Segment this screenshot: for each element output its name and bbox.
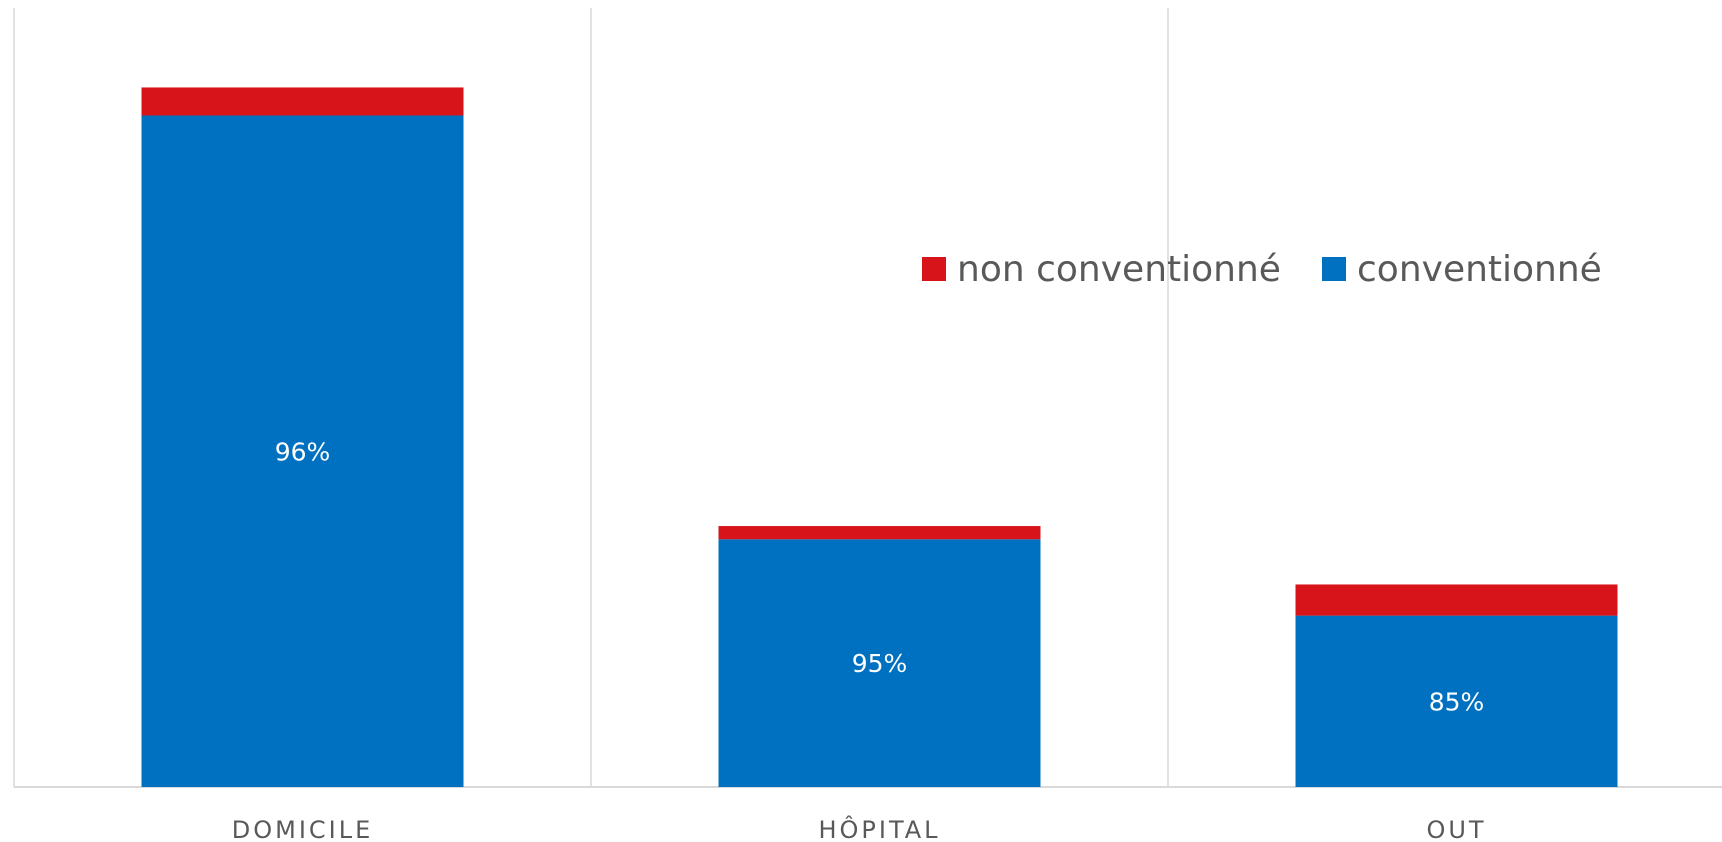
category-tick-label: HÔPITAL (818, 814, 940, 842)
bar-value-label: 85% (1429, 687, 1485, 716)
bar-non-conventionne (718, 526, 1041, 540)
legend-swatch (1322, 257, 1346, 281)
bar-conventionne (1295, 615, 1618, 787)
category-tick-label: DOMICILE (232, 816, 374, 842)
data-labels: 96% 95% 85% (275, 437, 1485, 716)
legend-label: conventionné (1357, 249, 1602, 290)
category-tick-label: OUT (1426, 816, 1486, 842)
bar-conventionne (141, 115, 464, 787)
legend-swatch (922, 257, 946, 281)
bars (141, 87, 1618, 787)
bar-non-conventionne (141, 87, 464, 116)
category-axis: DOMICILE HÔPITAL OUT (232, 814, 1486, 842)
bar-value-label: 96% (275, 437, 331, 466)
bar-non-conventionne (1295, 584, 1618, 616)
bar-value-label: 95% (852, 649, 908, 678)
bar-conventionne (718, 539, 1041, 787)
legend: non conventionné conventionné (922, 249, 1602, 290)
legend-label: non conventionné (957, 249, 1281, 290)
